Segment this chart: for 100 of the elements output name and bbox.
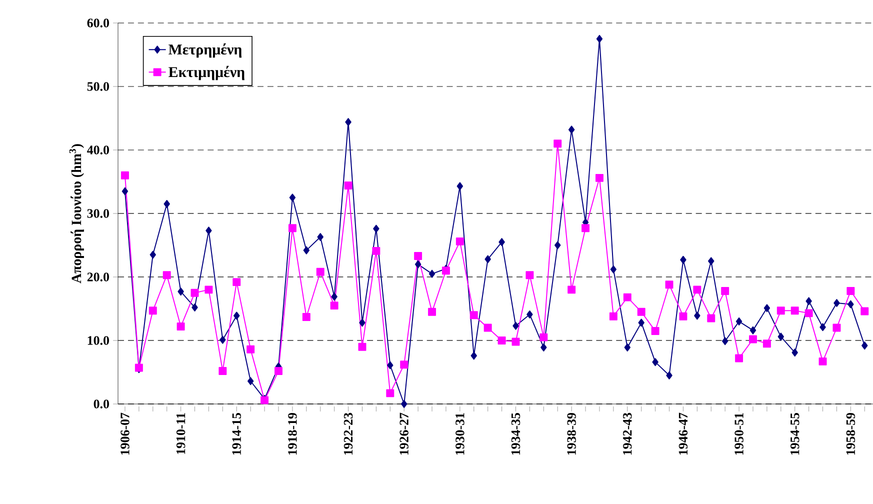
point xyxy=(860,307,869,316)
point xyxy=(387,361,394,370)
point xyxy=(344,182,352,190)
point xyxy=(220,336,226,344)
point xyxy=(358,342,366,351)
legend-label: Μετρημένη xyxy=(168,43,242,58)
point xyxy=(206,226,212,235)
point xyxy=(679,312,688,320)
point xyxy=(192,303,198,312)
point xyxy=(554,140,562,148)
point xyxy=(150,250,156,259)
point xyxy=(289,194,296,202)
x-tick-label: 1954-55 xyxy=(790,412,800,455)
point xyxy=(164,200,170,208)
point xyxy=(302,313,310,321)
point xyxy=(832,324,841,332)
point xyxy=(665,280,674,289)
point xyxy=(234,312,240,320)
point xyxy=(372,246,380,255)
point xyxy=(792,348,798,357)
point xyxy=(148,306,157,315)
point xyxy=(862,342,868,350)
point xyxy=(498,238,505,246)
x-tick-label: 1950-51 xyxy=(734,413,744,455)
point xyxy=(162,271,171,280)
point xyxy=(776,306,785,315)
point xyxy=(246,345,255,354)
y-tick-label: 40.0 xyxy=(87,146,110,154)
x-tick-label: 1938-39 xyxy=(567,412,576,455)
point xyxy=(610,265,617,274)
point xyxy=(498,336,506,344)
point xyxy=(790,306,799,315)
x-tick-label: 1914-15 xyxy=(232,412,241,455)
point xyxy=(232,278,241,286)
point xyxy=(526,271,534,280)
point xyxy=(568,126,575,134)
point xyxy=(247,377,254,386)
point xyxy=(428,308,436,316)
y-tick-label: 60.0 xyxy=(87,18,110,28)
x-tick-label: 1906-07 xyxy=(120,412,130,455)
y-tick-label: 10.0 xyxy=(88,336,110,345)
point xyxy=(693,286,702,294)
point xyxy=(568,286,576,294)
point xyxy=(456,182,464,190)
point xyxy=(708,257,714,266)
point xyxy=(804,309,813,318)
y-tick-label: 0.0 xyxy=(94,400,110,408)
point xyxy=(806,297,812,306)
y-tick-label: 30.0 xyxy=(87,209,110,218)
point xyxy=(638,318,644,327)
x-tick-label: 1958-59 xyxy=(846,412,856,455)
point xyxy=(762,340,771,348)
point xyxy=(122,187,128,196)
point xyxy=(735,354,744,362)
point xyxy=(400,360,408,369)
point xyxy=(317,232,324,241)
point xyxy=(512,322,519,330)
point xyxy=(414,252,422,260)
point xyxy=(359,318,366,327)
point xyxy=(274,366,282,375)
point xyxy=(540,343,547,352)
point xyxy=(400,400,408,408)
point xyxy=(820,323,826,332)
point xyxy=(526,310,533,318)
point xyxy=(316,268,324,276)
point xyxy=(721,286,730,295)
x-tick-label: 1910-11 xyxy=(176,413,186,454)
point xyxy=(554,241,561,250)
point xyxy=(764,304,770,312)
x-tick-label: 1942-43 xyxy=(623,412,632,455)
point xyxy=(512,338,520,346)
y-tick-label: 20.0 xyxy=(87,272,110,282)
point xyxy=(749,335,757,344)
point xyxy=(637,308,646,316)
x-tick-label: 1922-23 xyxy=(344,412,353,455)
point xyxy=(595,174,604,182)
legend-label: Εκτιμημένη xyxy=(168,66,244,80)
point xyxy=(540,333,548,342)
point xyxy=(596,34,603,43)
point xyxy=(694,312,700,320)
x-tick-label: 1918-19 xyxy=(288,412,297,455)
point xyxy=(331,292,338,301)
point xyxy=(484,255,491,264)
point xyxy=(834,299,840,308)
point xyxy=(470,352,477,360)
point xyxy=(386,389,394,398)
point xyxy=(428,270,436,278)
x-tick-label: 1926-27 xyxy=(400,412,408,455)
x-tick-label: 1946-47 xyxy=(678,412,688,455)
point xyxy=(176,322,185,331)
point xyxy=(373,224,380,233)
point xyxy=(846,286,855,295)
point xyxy=(680,256,686,264)
point xyxy=(456,237,464,246)
point xyxy=(204,286,213,294)
x-tick-label: 1930-31 xyxy=(456,413,464,455)
point xyxy=(722,337,728,346)
point xyxy=(651,326,660,335)
point xyxy=(288,224,296,232)
point xyxy=(778,332,784,341)
